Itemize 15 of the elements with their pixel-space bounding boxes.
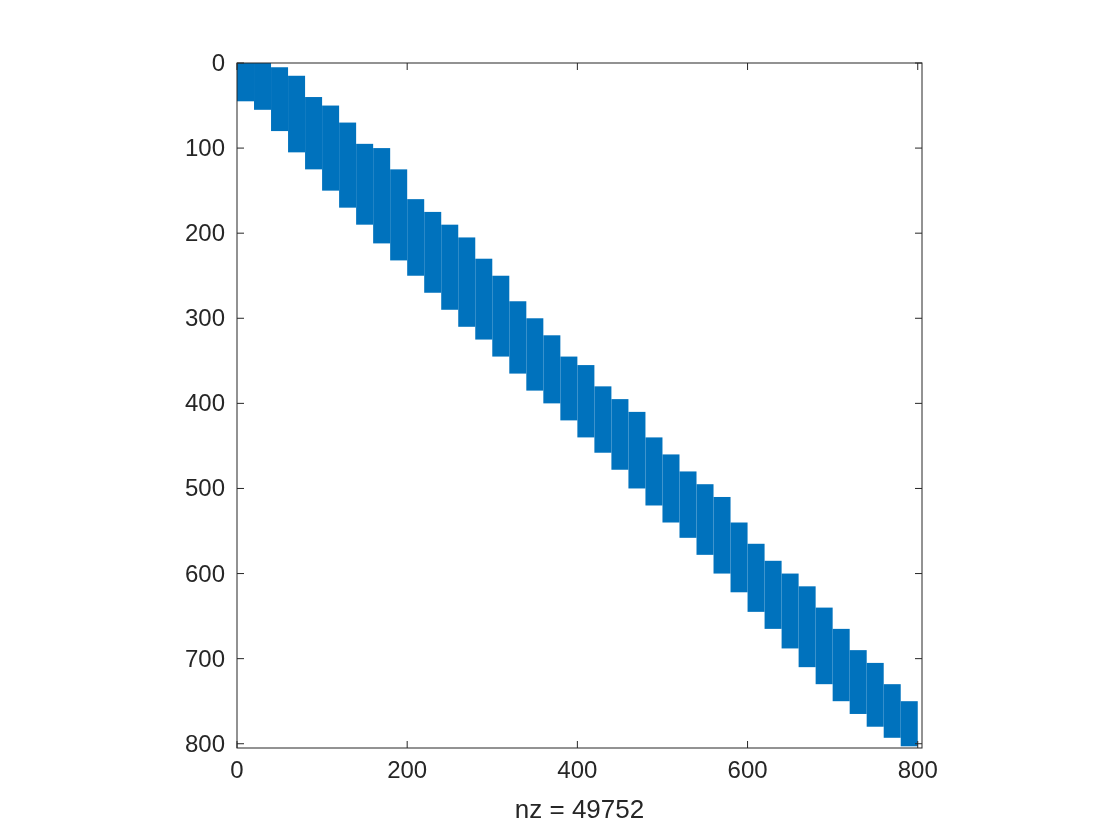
y-tick-label: 800 bbox=[184, 729, 225, 757]
x-tick-label: 200 bbox=[387, 756, 428, 783]
x-tick-label: 0 bbox=[230, 756, 244, 783]
y-tick-label: 400 bbox=[184, 389, 225, 417]
x-tick-label: 600 bbox=[727, 756, 768, 783]
y-tick-label: 500 bbox=[184, 474, 225, 502]
x-tick-label: 800 bbox=[897, 756, 938, 783]
y-tick-label: 200 bbox=[184, 219, 225, 247]
y-tick-label: 0 bbox=[211, 49, 225, 76]
y-tick-label: 100 bbox=[184, 134, 225, 162]
x-axis-title: nz = 49752 bbox=[514, 794, 645, 824]
x-tick-label: 400 bbox=[557, 756, 598, 783]
y-tick-label: 300 bbox=[184, 304, 225, 332]
y-tick-label: 600 bbox=[184, 559, 225, 587]
y-tick-label: 700 bbox=[184, 644, 225, 672]
